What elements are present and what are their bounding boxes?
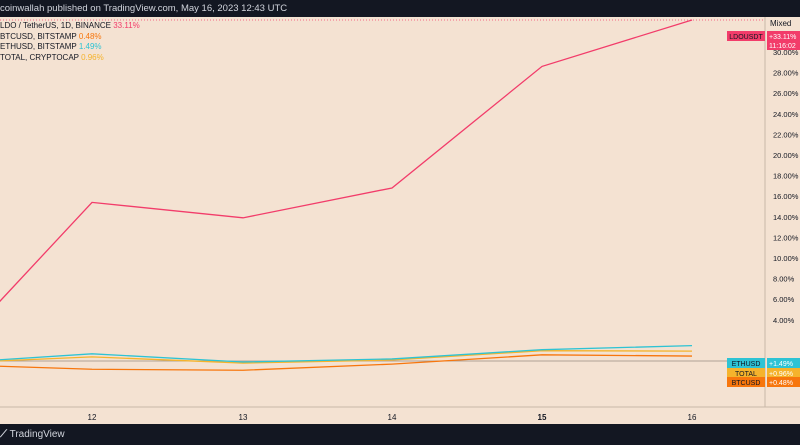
series-name-tag[interactable]: [727, 377, 765, 387]
countdown-tag: [767, 41, 800, 50]
legend-item[interactable]: TOTAL, CRYPTOCAP 0.96%: [0, 53, 140, 64]
tradingview-logo: ⟋ TradingView: [0, 429, 65, 440]
price-scale[interactable]: [765, 17, 800, 424]
y-tick-label: 26.00%: [773, 89, 799, 98]
series-value-text: +33.11%: [769, 34, 796, 41]
legend-item[interactable]: ETHUSD, BITSTAMP 1.49%: [0, 42, 140, 53]
series-name-text: LDOUSDT: [729, 34, 763, 41]
series-line-ethusd: [0, 345, 693, 363]
legend-item[interactable]: BTCUSD, BITSTAMP 0.48%: [0, 32, 140, 43]
y-tick-label: 16.00%: [773, 192, 799, 201]
series-value-text: +1.49%: [769, 361, 793, 368]
legend-value: 33.11%: [113, 21, 140, 30]
legend-label: BTCUSD, BITSTAMP: [0, 31, 79, 41]
y-tick-label: 30.00%: [773, 48, 799, 57]
y-tick-label: 12.00%: [773, 233, 799, 242]
series-name-tag[interactable]: [727, 31, 765, 41]
y-tick-label: 22.00%: [773, 130, 799, 139]
y-tick-label: 24.00%: [773, 110, 799, 119]
series-name-tag[interactable]: [727, 368, 765, 378]
y-tick-label: 6.00%: [773, 295, 795, 304]
legend-label: LDO / TetherUS, 1D, BINANCE: [0, 21, 114, 30]
legend-label: ETHUSD, BITSTAMP: [0, 42, 79, 51]
x-tick-label: 12: [88, 413, 97, 422]
series-value-tag[interactable]: [767, 358, 800, 368]
series-name-text: TOTAL: [735, 371, 757, 378]
series-name-tag[interactable]: [727, 358, 765, 368]
x-tick-label: 16: [688, 413, 697, 422]
legend: LDO / TetherUS, 1D, BINANCE 33.11% BTCUSD…: [0, 21, 140, 63]
legend-item[interactable]: LDO / TetherUS, 1D, BINANCE 33.11%: [0, 21, 140, 32]
bottom-bar: ⟋ TradingView: [0, 424, 800, 445]
legend-value: 0.48%: [78, 31, 102, 41]
legend-value: 1.49%: [78, 42, 102, 51]
price-chart[interactable]: -2.00%4.00%6.00%8.00%10.00%12.00%14.00%1…: [0, 17, 800, 424]
top-bar: coinwallah published on TradingView.com,…: [0, 0, 800, 17]
legend-value: 0.96%: [81, 52, 104, 62]
scale-mode-label[interactable]: Mixed: [770, 19, 792, 28]
x-tick-label: 15: [538, 413, 547, 422]
y-tick-label: 4.00%: [773, 316, 795, 325]
countdown-text: 11:16:02: [769, 43, 796, 50]
publish-info: coinwallah published on TradingView.com,…: [0, 3, 288, 14]
series-name-text: ETHUSD: [732, 361, 761, 368]
series-value-tag[interactable]: [767, 31, 800, 41]
y-tick-label: 10.00%: [773, 254, 799, 263]
y-tick-label: 18.00%: [773, 172, 799, 181]
series-line-total: [0, 350, 693, 364]
y-tick-label: 8.00%: [773, 275, 795, 284]
y-tick-label: 20.00%: [773, 151, 799, 160]
y-tick-label: 28.00%: [773, 69, 799, 78]
x-tick-label: 13: [239, 413, 248, 422]
series-line-ldousdt: [0, 19, 693, 303]
series-value-tag[interactable]: [767, 368, 800, 378]
legend-label: TOTAL, CRYPTOCAP: [0, 52, 82, 62]
x-tick-label: 14: [388, 413, 397, 422]
series-value-text: +0.96%: [769, 371, 793, 378]
series-line-btcusd: [0, 354, 693, 371]
tradingview-logo-icon: ⟋: [0, 429, 7, 440]
series-value-text: +0.48%: [769, 380, 793, 387]
series-value-tag[interactable]: [767, 377, 800, 387]
brand-text: TradingView: [9, 429, 65, 440]
y-tick-label: 14.00%: [773, 213, 799, 222]
series-name-text: BTCUSD: [732, 380, 761, 387]
